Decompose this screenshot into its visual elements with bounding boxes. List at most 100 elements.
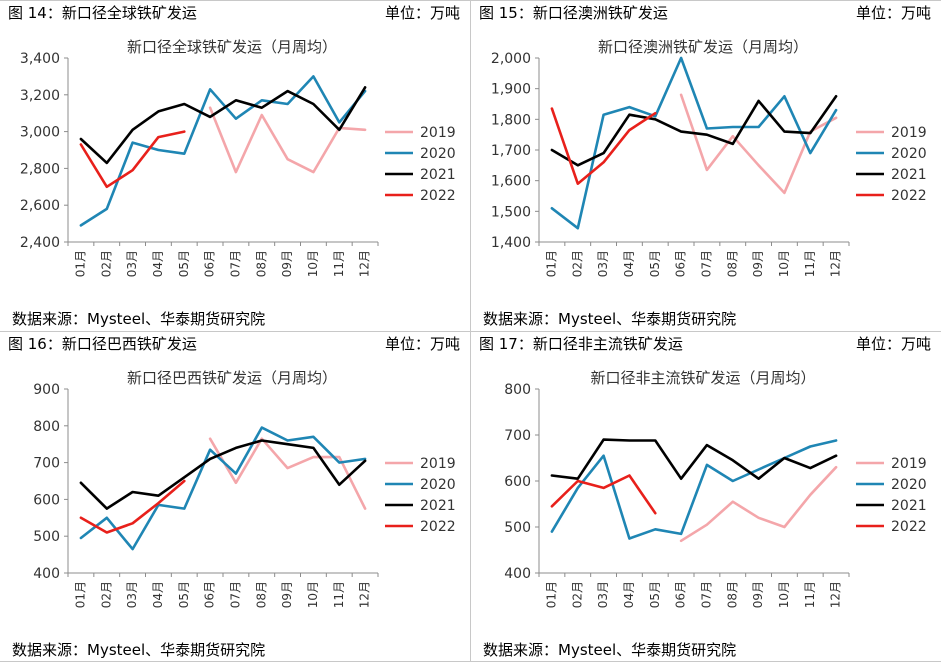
x-tick-label: 02月 — [570, 581, 584, 608]
x-tick-label: 09月 — [751, 581, 765, 608]
legend-label-2021: 2021 — [891, 498, 927, 514]
source-note: 数据来源：Mysteel、华泰期货研究院 — [483, 641, 737, 659]
y-tick-label: 2,800 — [20, 161, 60, 177]
x-tick-label: 05月 — [648, 581, 662, 608]
figure-title: 图 16：新口径巴西铁矿发运 — [8, 335, 197, 353]
y-tick-label: 500 — [33, 529, 60, 545]
legend-label-2019: 2019 — [891, 125, 927, 141]
unit-label: 单位：万吨 — [384, 335, 460, 353]
x-tick-label: 01月 — [73, 581, 87, 608]
x-tick-label: 06月 — [674, 250, 688, 277]
y-tick-label: 2,600 — [20, 198, 60, 214]
x-tick-label: 08月 — [725, 250, 739, 277]
y-tick-label: 1,800 — [491, 112, 531, 128]
x-tick-label: 02月 — [99, 581, 113, 608]
y-tick-label: 700 — [33, 456, 60, 472]
legend-label-2019: 2019 — [420, 456, 456, 472]
x-tick-label: 02月 — [570, 250, 584, 277]
legend-label-2022: 2022 — [891, 188, 927, 204]
x-tick-label: 04月 — [622, 250, 636, 277]
chart-title: 新口径巴西铁矿发运（月周均） — [127, 369, 337, 387]
series-line-2022 — [550, 474, 657, 515]
y-tick-label: 3,200 — [20, 88, 60, 104]
y-tick-label: 800 — [33, 419, 60, 435]
x-tick-label: 11月 — [332, 581, 346, 608]
y-tick-label: 600 — [504, 474, 531, 490]
series-line-2020 — [79, 75, 367, 227]
x-tick-label: 07月 — [699, 250, 713, 277]
series-line-2022 — [550, 107, 657, 185]
legend-label-2020: 2020 — [420, 477, 456, 493]
x-tick-label: 05月 — [177, 250, 191, 277]
y-tick-label: 2,400 — [20, 235, 60, 251]
x-tick-label: 03月 — [596, 581, 610, 608]
legend-label-2022: 2022 — [420, 188, 456, 204]
x-tick-label: 11月 — [803, 581, 817, 608]
y-tick-label: 500 — [504, 520, 531, 536]
y-tick-label: 3,400 — [20, 51, 60, 67]
x-tick-label: 03月 — [596, 250, 610, 277]
x-tick-label: 06月 — [203, 250, 217, 277]
chart-title: 新口径非主流铁矿发运（月周均） — [590, 369, 815, 387]
y-tick-label: 1,600 — [491, 174, 531, 190]
column-divider — [470, 0, 471, 662]
x-tick-label: 07月 — [228, 581, 242, 608]
line-chart: 新口径澳洲铁矿发运（月周均） 1,400 1,500 1,600 1,700 1,800 1… — [491, 38, 927, 277]
y-tick-label: 1,900 — [491, 82, 531, 98]
legend-label-2021: 2021 — [891, 167, 927, 183]
x-tick-label: 10月 — [777, 581, 791, 608]
legend-label-2019: 2019 — [891, 456, 927, 472]
figure-panel-brazil: 图 16：新口径巴西铁矿发运 单位：万吨 新口径巴西铁矿发运（月周均） 400 50… — [0, 331, 470, 662]
legend-label-2020: 2020 — [891, 477, 927, 493]
x-tick-label: 08月 — [725, 581, 739, 608]
legend-label-2022: 2022 — [420, 519, 456, 535]
y-tick-label: 900 — [33, 382, 60, 398]
legend-label-2019: 2019 — [420, 125, 456, 141]
x-tick-label: 04月 — [151, 581, 165, 608]
y-tick-label: 3,000 — [20, 125, 60, 141]
line-chart: 新口径巴西铁矿发运（月周均） 400 500 600 700 800 900 01月 02月 03… — [33, 369, 456, 608]
figure-panel-non-mainstream: 图 17：新口径非主流铁矿发运 单位：万吨 新口径非主流铁矿发运（月周均） 400… — [471, 331, 941, 662]
x-tick-label: 08月 — [254, 581, 268, 608]
x-tick-label: 07月 — [699, 581, 713, 608]
x-tick-label: 03月 — [125, 250, 139, 277]
series-line-2021 — [550, 95, 838, 167]
series-line-2021 — [79, 439, 367, 510]
x-tick-label: 08月 — [254, 250, 268, 277]
x-tick-label: 07月 — [228, 250, 242, 277]
x-tick-label: 02月 — [99, 250, 113, 277]
x-tick-label: 12月 — [829, 581, 843, 608]
line-chart: 新口径全球铁矿发运（月周均） 2,400 2,600 2,800 3,000 3,200 3… — [20, 38, 456, 277]
x-tick-label: 10月 — [777, 250, 791, 277]
series-line-2019 — [679, 93, 838, 195]
x-tick-label: 06月 — [203, 581, 217, 608]
x-tick-label: 09月 — [280, 581, 294, 608]
series-line-2021 — [79, 86, 367, 165]
chart-title: 新口径澳洲铁矿发运（月周均） — [598, 38, 808, 56]
x-tick-label: 01月 — [73, 250, 87, 277]
figure-panel-australia: 图 15：新口径澳洲铁矿发运 单位：万吨 新口径澳洲铁矿发运（月周均） 1,400… — [471, 0, 941, 331]
y-tick-label: 1,700 — [491, 143, 531, 159]
y-tick-label: 400 — [33, 566, 60, 582]
series-line-2022 — [79, 479, 186, 534]
x-tick-label: 11月 — [803, 250, 817, 277]
source-note: 数据来源：Mysteel、华泰期货研究院 — [12, 641, 266, 659]
series-line-2022 — [79, 130, 186, 189]
y-tick-label: 600 — [33, 492, 60, 508]
x-tick-label: 01月 — [544, 581, 558, 608]
series-line-2021 — [550, 438, 838, 480]
x-tick-label: 04月 — [622, 581, 636, 608]
figure-title: 图 15：新口径澳洲铁矿发运 — [479, 4, 668, 22]
x-tick-label: 10月 — [306, 581, 320, 608]
legend-label-2020: 2020 — [891, 146, 927, 162]
unit-label: 单位：万吨 — [384, 4, 460, 22]
x-tick-label: 01月 — [544, 250, 558, 277]
x-tick-label: 04月 — [151, 250, 165, 277]
unit-label: 单位：万吨 — [855, 4, 931, 22]
unit-label: 单位：万吨 — [855, 335, 931, 353]
y-tick-label: 1,500 — [491, 204, 531, 220]
figure-title: 图 14：新口径全球铁矿发运 — [8, 4, 197, 22]
x-tick-label: 10月 — [306, 250, 320, 277]
legend-label-2022: 2022 — [891, 519, 927, 535]
x-tick-label: 11月 — [332, 250, 346, 277]
